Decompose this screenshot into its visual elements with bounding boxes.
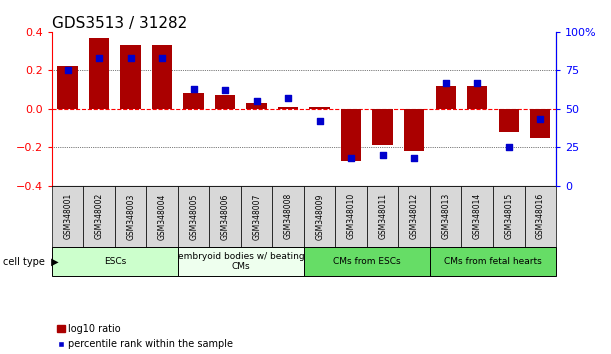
Point — [346, 155, 356, 161]
Point — [189, 86, 199, 92]
Point — [221, 87, 230, 93]
FancyBboxPatch shape — [430, 185, 461, 247]
FancyBboxPatch shape — [273, 185, 304, 247]
FancyBboxPatch shape — [304, 185, 335, 247]
FancyBboxPatch shape — [178, 185, 210, 247]
Point — [63, 68, 73, 73]
FancyBboxPatch shape — [52, 247, 178, 276]
Point — [157, 55, 167, 61]
Text: GDS3513 / 31282: GDS3513 / 31282 — [52, 16, 187, 31]
FancyBboxPatch shape — [147, 185, 178, 247]
FancyBboxPatch shape — [461, 185, 493, 247]
Bar — [183, 93, 204, 109]
Bar — [530, 109, 551, 138]
Bar — [278, 107, 298, 109]
Text: GSM348002: GSM348002 — [95, 193, 104, 239]
Text: CMs from fetal hearts: CMs from fetal hearts — [444, 257, 542, 266]
Text: GSM348014: GSM348014 — [473, 193, 481, 239]
Point — [441, 80, 451, 85]
FancyBboxPatch shape — [115, 185, 147, 247]
Bar — [373, 109, 393, 145]
Bar — [499, 109, 519, 132]
FancyBboxPatch shape — [367, 185, 398, 247]
Text: GSM348011: GSM348011 — [378, 193, 387, 239]
Text: GSM348016: GSM348016 — [536, 193, 545, 239]
Bar — [310, 107, 330, 109]
Bar — [57, 67, 78, 109]
Text: cell type  ▶: cell type ▶ — [3, 257, 59, 267]
Point — [409, 155, 419, 161]
Text: GSM348006: GSM348006 — [221, 193, 230, 240]
Point — [472, 80, 482, 85]
FancyBboxPatch shape — [178, 247, 304, 276]
Text: GSM348004: GSM348004 — [158, 193, 167, 240]
Text: GSM348012: GSM348012 — [410, 193, 419, 239]
Text: CMs from ESCs: CMs from ESCs — [333, 257, 401, 266]
FancyBboxPatch shape — [335, 185, 367, 247]
FancyBboxPatch shape — [493, 185, 524, 247]
FancyBboxPatch shape — [524, 185, 556, 247]
Bar — [436, 86, 456, 109]
Text: GSM348003: GSM348003 — [126, 193, 135, 240]
FancyBboxPatch shape — [241, 185, 273, 247]
Text: GSM348015: GSM348015 — [504, 193, 513, 239]
Bar — [89, 38, 109, 109]
Point — [284, 95, 293, 101]
Text: GSM348005: GSM348005 — [189, 193, 198, 240]
Legend: log10 ratio, percentile rank within the sample: log10 ratio, percentile rank within the … — [57, 324, 233, 349]
Point — [315, 118, 324, 124]
Text: GSM348013: GSM348013 — [441, 193, 450, 239]
FancyBboxPatch shape — [398, 185, 430, 247]
FancyBboxPatch shape — [52, 185, 84, 247]
Text: GSM348007: GSM348007 — [252, 193, 262, 240]
Bar — [404, 109, 425, 151]
FancyBboxPatch shape — [84, 185, 115, 247]
Bar — [152, 45, 172, 109]
Bar — [215, 95, 235, 109]
Point — [535, 117, 545, 122]
Bar — [120, 45, 141, 109]
Bar — [467, 86, 488, 109]
Point — [126, 55, 136, 61]
Text: embryoid bodies w/ beating
CMs: embryoid bodies w/ beating CMs — [178, 252, 304, 271]
FancyBboxPatch shape — [304, 247, 430, 276]
Point — [252, 98, 262, 104]
Text: GSM348001: GSM348001 — [63, 193, 72, 239]
Point — [504, 144, 514, 150]
Bar — [341, 109, 362, 161]
Bar — [246, 103, 267, 109]
FancyBboxPatch shape — [210, 185, 241, 247]
Text: ESCs: ESCs — [104, 257, 126, 266]
Text: GSM348009: GSM348009 — [315, 193, 324, 240]
Point — [378, 152, 387, 158]
Point — [94, 55, 104, 61]
FancyBboxPatch shape — [430, 247, 556, 276]
Text: GSM348008: GSM348008 — [284, 193, 293, 239]
Text: GSM348010: GSM348010 — [346, 193, 356, 239]
